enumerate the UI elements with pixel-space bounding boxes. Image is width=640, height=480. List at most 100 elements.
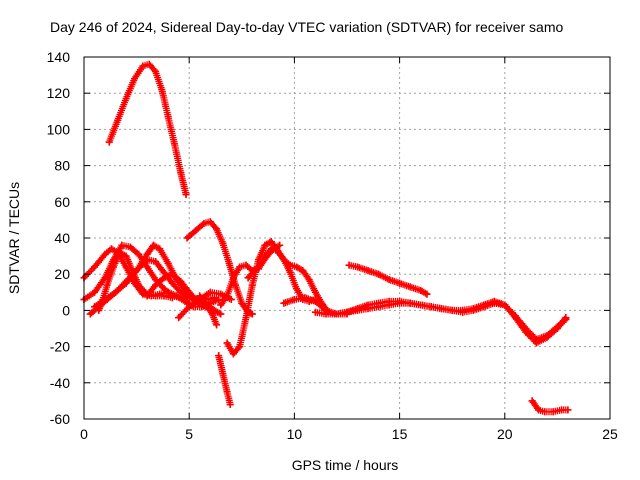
data-point <box>280 299 288 307</box>
data-point <box>332 310 340 318</box>
data-point <box>164 113 172 121</box>
data-point <box>206 288 214 296</box>
data-point <box>427 303 435 311</box>
data-point <box>261 241 269 249</box>
data-point <box>553 325 561 332</box>
data-point <box>152 281 160 289</box>
data-point <box>385 297 393 305</box>
data-point <box>215 296 223 304</box>
data-point <box>168 270 176 278</box>
data-point <box>226 401 234 409</box>
data-point <box>301 294 309 302</box>
data-point <box>217 301 225 309</box>
data-point <box>223 339 231 347</box>
data-point <box>501 301 509 309</box>
data-point <box>152 292 160 300</box>
data-point <box>305 276 313 284</box>
data-point <box>202 301 210 309</box>
data-point <box>158 86 166 94</box>
data-point <box>364 301 372 309</box>
data-point <box>322 310 330 318</box>
data-point <box>364 267 372 275</box>
data-point <box>183 234 191 242</box>
data-point <box>229 274 237 282</box>
data-point <box>562 314 570 322</box>
data-point <box>490 297 498 305</box>
data-point <box>152 67 160 75</box>
series-arc-6 <box>95 248 176 314</box>
data-point <box>280 256 288 264</box>
data-point <box>105 138 113 146</box>
data-point <box>311 297 319 305</box>
data-point <box>549 408 557 416</box>
data-point <box>417 301 425 309</box>
data-point <box>143 263 151 271</box>
data-point <box>223 292 231 300</box>
data-point <box>311 308 319 316</box>
data-point <box>541 408 549 416</box>
data-point <box>185 303 193 311</box>
data-point <box>469 305 477 313</box>
x-tick-label: 0 <box>80 426 88 442</box>
data-point <box>192 227 200 235</box>
data-point <box>213 225 221 233</box>
data-point <box>225 259 233 267</box>
y-axis-label: SDTVAR / TECUs <box>6 182 22 294</box>
data-point <box>160 292 168 300</box>
x-tick-label: 10 <box>287 426 303 442</box>
y-tick-label: 60 <box>54 194 70 210</box>
data-point <box>223 388 231 396</box>
data-point <box>522 328 530 336</box>
data-point <box>109 263 117 271</box>
y-tick-label: -60 <box>50 411 70 427</box>
data-point <box>511 314 519 322</box>
plot-frame <box>83 56 611 420</box>
series-trace <box>528 397 572 416</box>
data-point <box>406 299 414 307</box>
data-point <box>217 310 225 318</box>
x-tick-label: 5 <box>185 426 193 442</box>
data-point <box>448 306 456 314</box>
data-point <box>345 261 353 269</box>
data-point <box>375 299 383 307</box>
data-point <box>208 310 216 318</box>
y-tick-label: 40 <box>54 230 70 246</box>
data-point <box>116 248 124 256</box>
data-point <box>114 116 122 124</box>
data-point <box>107 245 115 253</box>
data-point <box>91 288 99 296</box>
data-point <box>242 314 250 322</box>
data-point <box>438 305 446 313</box>
data-point <box>182 191 190 199</box>
series-arc-11 <box>215 352 234 409</box>
data-point <box>269 245 277 253</box>
y-tick-label: 140 <box>47 49 71 65</box>
series-arc-19 <box>528 397 572 416</box>
data-point <box>290 296 298 304</box>
data-point <box>263 252 271 260</box>
data-point <box>112 288 120 296</box>
data-point <box>242 261 250 269</box>
data-point <box>86 310 94 318</box>
data-point <box>95 306 103 314</box>
data-point <box>406 283 414 291</box>
data-point <box>177 169 185 177</box>
data-point <box>459 306 467 314</box>
data-point <box>236 343 244 351</box>
y-tick-label: 100 <box>47 121 71 137</box>
data-point <box>99 296 107 304</box>
data-layer <box>80 60 572 416</box>
data-point <box>156 245 164 253</box>
data-point <box>417 286 425 294</box>
data-point <box>143 256 151 264</box>
data-point <box>248 281 256 289</box>
series-arc-10 <box>196 292 221 329</box>
data-point <box>177 277 185 285</box>
data-point <box>185 288 193 296</box>
data-point <box>175 314 183 322</box>
data-point <box>122 252 130 260</box>
series-arc-1 <box>105 60 190 199</box>
data-point <box>91 263 99 271</box>
data-point <box>244 274 252 282</box>
data-point <box>396 297 404 305</box>
